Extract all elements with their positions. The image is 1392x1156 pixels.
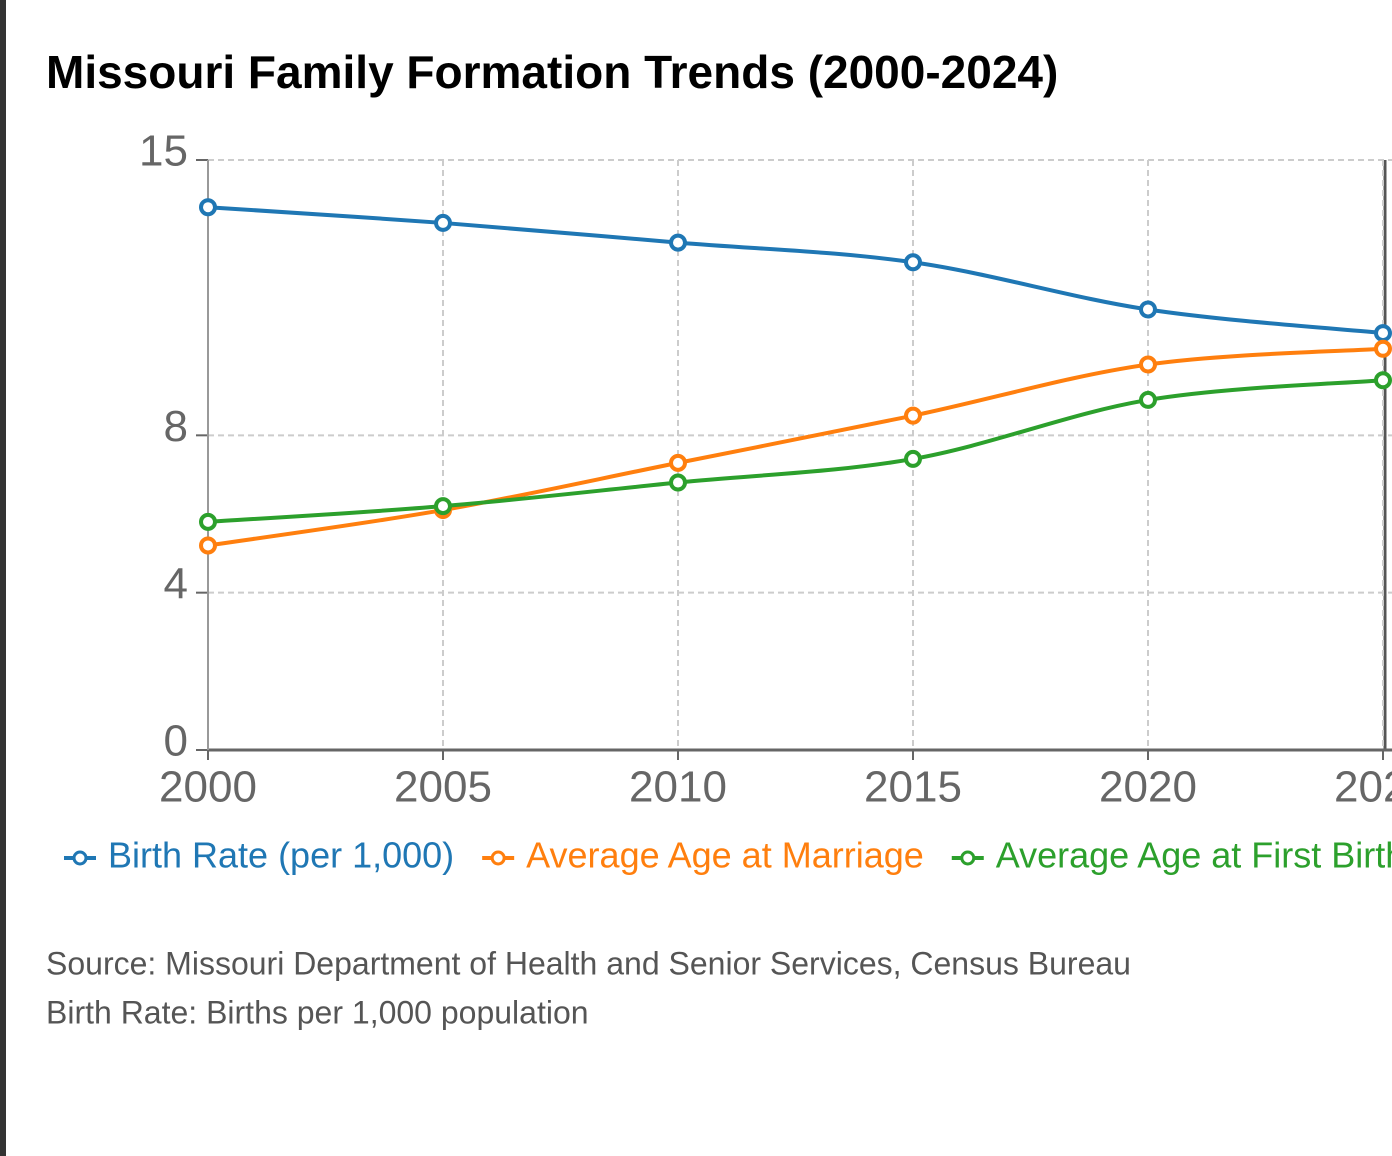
y-tick-label: 0 [164, 717, 188, 766]
series-line [207, 205, 1384, 336]
x-tick-label: 2010 [629, 763, 727, 812]
x-tick-label: 2005 [394, 763, 492, 812]
data-point [199, 198, 217, 217]
data-point [904, 253, 922, 272]
legend-label: Birth Rate (per 1,000) [108, 835, 454, 876]
data-point [1374, 371, 1392, 390]
definition-note: Birth Rate: Births per 1,000 population [46, 994, 589, 1030]
data-point [434, 497, 452, 516]
legend-swatch-marker [72, 850, 88, 866]
legend-swatch-marker [960, 850, 976, 866]
legend-item: Birth Rate (per 1,000) [64, 835, 454, 876]
window-edge [0, 0, 6, 1156]
y-tick-label: 4 [164, 559, 188, 608]
series-line [207, 378, 1384, 524]
data-point [669, 233, 687, 252]
data-point [669, 473, 687, 492]
data-point [669, 453, 687, 472]
legend-label: Average Age at First Birth [996, 835, 1392, 876]
data-point [1139, 390, 1157, 409]
legend-item: Average Age at Marriage [482, 835, 924, 876]
x-tick-label: 2000 [159, 763, 257, 812]
series-line [207, 346, 1384, 548]
x-tick-label: 2025 [1334, 763, 1392, 812]
y-tick-label: 15 [139, 127, 188, 176]
grid [207, 159, 1392, 751]
source-note: Source: Missouri Department of Health an… [46, 945, 1131, 981]
data-point [1374, 324, 1392, 343]
data-point [904, 449, 922, 468]
data-point [904, 406, 922, 425]
data-point [1139, 355, 1157, 374]
data-point [199, 512, 217, 531]
x-tick-label: 2015 [864, 763, 962, 812]
chart-title: Missouri Family Formation Trends (2000-2… [46, 46, 1058, 98]
data-point [199, 536, 217, 555]
legend-item: Average Age at First Birth [951, 835, 1392, 876]
data-point [434, 213, 452, 232]
y-tick-label: 8 [164, 402, 188, 451]
legend-swatch-marker [490, 850, 506, 866]
legend-label: Average Age at Marriage [526, 835, 924, 876]
x-tick-label: 2020 [1099, 763, 1197, 812]
data-point [1374, 339, 1392, 358]
data-point [1139, 300, 1157, 319]
